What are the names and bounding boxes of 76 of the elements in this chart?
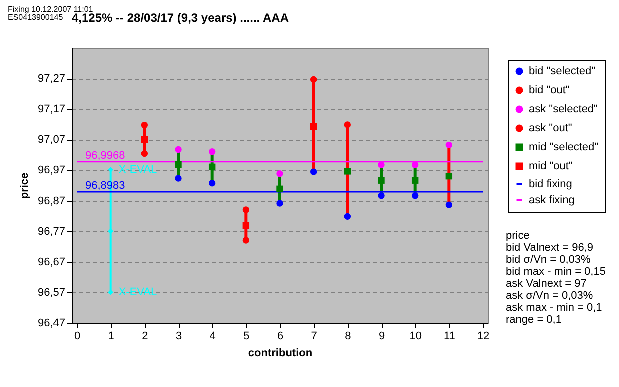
point — [208, 148, 216, 156]
x-tick-label: 11 — [444, 330, 456, 342]
point — [446, 172, 453, 180]
x-tick-label: 6 — [277, 330, 284, 342]
text: ask max - min = 0,1 — [506, 302, 602, 314]
y-tick-label: 96,47 — [38, 318, 66, 330]
point — [378, 177, 385, 184]
y-tick-label: 96,87 — [38, 195, 66, 208]
text: bid Valnext = 96,9 — [506, 242, 594, 254]
legend-label: mid "out" — [529, 160, 573, 172]
point — [378, 162, 385, 168]
data-label: X-EVAL — [118, 164, 158, 176]
point — [412, 192, 419, 200]
x-tick-label: 2 — [142, 330, 148, 342]
point — [175, 175, 182, 182]
x-tick-label: 1 — [108, 330, 114, 342]
y-tick-label: 96,77 — [38, 226, 66, 238]
point — [276, 200, 284, 207]
point — [446, 202, 453, 208]
text: bid max - min = 0,15 — [506, 266, 606, 278]
x-tick-label: 7 — [311, 330, 318, 342]
point — [446, 142, 453, 149]
point — [175, 161, 182, 168]
point — [310, 76, 318, 84]
text: ask σ/Vn = 0,03% — [506, 290, 594, 302]
legend-label: mid "selected" — [529, 142, 599, 154]
point — [412, 162, 419, 168]
x-axis-title: contribution — [248, 348, 313, 360]
x-tick-label: 3 — [176, 330, 182, 342]
text: range = 0,1 — [506, 314, 562, 326]
point — [208, 164, 216, 171]
point — [208, 180, 216, 187]
legend-label: bid "selected" — [529, 66, 596, 78]
x-tick-label: 10 — [410, 330, 422, 342]
point — [412, 177, 419, 184]
text: ES0413900145 — [8, 13, 64, 22]
y-axis-title: price — [18, 172, 31, 200]
legend-label: ask "selected" — [529, 104, 598, 116]
point — [175, 146, 182, 154]
legend-label: bid "out" — [529, 84, 570, 96]
point — [276, 170, 284, 178]
y-tick-label: 96,97 — [38, 164, 66, 177]
point — [141, 122, 148, 129]
legend-label: ask "out" — [529, 122, 572, 134]
point — [344, 213, 352, 220]
point — [242, 206, 250, 214]
point — [141, 150, 148, 158]
x-tick-label: 8 — [345, 330, 352, 342]
x-tick-label: 0 — [74, 330, 81, 342]
y-tick-label: 97,17 — [38, 104, 66, 116]
data-label: X-EVAL — [118, 286, 158, 298]
legend-label: ask fixing — [529, 194, 575, 206]
text: bid σ/Vn = 0,03% — [506, 254, 591, 266]
y-tick-label: 97,27 — [38, 73, 66, 86]
point — [310, 123, 318, 130]
point — [242, 237, 250, 244]
point — [378, 192, 385, 200]
point — [242, 222, 250, 230]
point — [310, 168, 318, 176]
chart-title: 4,125% -- 28/03/17 (9,3 years) ...... AAA — [72, 11, 290, 25]
y-tick-label: 97,07 — [38, 134, 66, 146]
point — [276, 186, 284, 193]
y-tick-label: 96,57 — [38, 286, 66, 299]
text: ask Valnext = 97 — [506, 278, 587, 290]
point — [344, 122, 352, 128]
point — [141, 136, 148, 144]
text: Fixing 10.12.2007 11:01 — [8, 5, 94, 14]
annotation: 96,9968 — [85, 150, 126, 162]
x-tick-label: 4 — [210, 330, 216, 342]
point — [344, 168, 352, 175]
x-tick-label: 9 — [378, 330, 386, 342]
x-tick-label: 5 — [244, 330, 250, 342]
text: price — [506, 230, 530, 242]
y-tick-label: 96,67 — [38, 256, 66, 268]
legend-label: bid fixing — [529, 178, 572, 190]
x-tick-label: 12 — [477, 330, 490, 342]
